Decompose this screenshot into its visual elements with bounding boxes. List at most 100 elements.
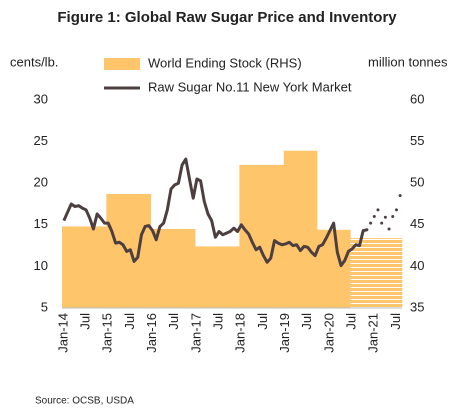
x-tick-label: Jul (255, 313, 270, 330)
stock-bar (387, 238, 392, 308)
stock-bar (80, 226, 85, 308)
stock-bar (261, 164, 266, 308)
bars (62, 150, 403, 308)
x-tick-label: Jul (211, 313, 226, 330)
stock-bar (73, 226, 78, 308)
lines (62, 157, 402, 268)
stock-bar (220, 246, 226, 308)
stock-bar (121, 194, 126, 308)
stock-bar (202, 246, 207, 308)
stock-bar (298, 150, 303, 308)
y-tick-label: 10 (34, 258, 48, 273)
y2-tick-label: 35 (410, 299, 424, 314)
stock-bar (228, 246, 233, 308)
stock-bar (398, 238, 403, 308)
y-tick-label: 25 (34, 133, 48, 148)
stock-bar (379, 238, 384, 308)
stock-bar (309, 150, 314, 308)
stock-bar (143, 194, 148, 308)
x-tick-label: Jan-21 (366, 313, 381, 353)
legend-swatch (104, 58, 140, 70)
stock-bar (283, 150, 288, 308)
stock-bar (361, 238, 366, 308)
legend-label: Raw Sugar No.11 New York Market (148, 79, 352, 94)
stock-bar (394, 238, 399, 308)
stock-bar (317, 229, 322, 308)
stock-bar (183, 228, 189, 308)
y2-tick-label: 55 (410, 133, 424, 148)
stock-bar (117, 194, 122, 308)
stock-bar (232, 246, 237, 308)
stock-bar (294, 150, 299, 308)
stock-bar (239, 164, 244, 308)
x-tick-label: Jan-16 (144, 313, 159, 353)
stock-bar (383, 238, 388, 308)
stock-bar (161, 228, 166, 308)
source: Source: OCSB, USDA (35, 396, 134, 407)
stock-bar (331, 229, 336, 308)
forecast-dot (387, 227, 391, 231)
stock-bar (287, 150, 292, 308)
stock-bar (280, 164, 285, 308)
x-tick-label: Jul (166, 313, 181, 330)
stock-bar (110, 194, 115, 308)
forecast-dot (398, 194, 402, 198)
y-tick-label: 30 (34, 91, 48, 106)
forecast-dot (380, 221, 384, 225)
stock-bar (346, 229, 351, 308)
stock-bar (84, 226, 89, 308)
stock-bar (206, 246, 211, 308)
forecast-dot (394, 208, 398, 212)
stock-bar (357, 238, 362, 308)
x-tick-label: Jan-19 (277, 313, 292, 353)
stock-bar (87, 226, 92, 308)
x-tick-label: Jul (122, 313, 137, 330)
forecast-dot (383, 215, 387, 219)
price-line (62, 157, 368, 268)
stock-bar (302, 150, 307, 308)
stock-bar (305, 150, 311, 308)
stock-bar (328, 229, 333, 308)
stock-bar (95, 226, 100, 308)
stock-bar (243, 164, 248, 308)
stock-bar (342, 229, 347, 308)
stock-bar (198, 246, 203, 308)
stock-bar (150, 228, 155, 308)
stock-bar (180, 228, 185, 308)
forecast-dot (369, 221, 373, 225)
y-tick-label: 5 (41, 299, 48, 314)
y2-tick-label: 60 (410, 91, 424, 106)
stock-bar (91, 226, 96, 308)
x-tick-label: Jan-18 (233, 313, 248, 353)
stock-bar (195, 246, 200, 308)
stock-bar (102, 226, 107, 308)
stock-bar (132, 194, 137, 308)
stock-bar (65, 226, 70, 308)
chart-title: Figure 1: Global Raw Sugar Price and Inv… (57, 9, 397, 26)
stock-bar (350, 238, 355, 308)
stock-bar (217, 246, 222, 308)
stock-bar (169, 228, 174, 308)
stock-bar (154, 228, 159, 308)
stock-bar (368, 238, 373, 308)
stock-bar (268, 164, 274, 308)
stock-bar (372, 238, 377, 308)
x-tick-label: Jan-14 (55, 313, 70, 353)
y-axis-label: cents/lb. (10, 54, 58, 69)
forecast-dot (372, 214, 376, 218)
y2-tick-label: 45 (410, 216, 424, 231)
stock-bar (276, 164, 281, 308)
y-tick-label: 20 (34, 175, 48, 190)
stock-bar (291, 150, 296, 308)
stock-bar (158, 228, 163, 308)
x-tick-label: Jul (344, 313, 359, 330)
stock-bar (209, 246, 214, 308)
stock-bar (213, 246, 218, 308)
stock-bar (250, 164, 255, 308)
y-tick-label: 15 (34, 216, 48, 231)
x-tick-label: Jul (299, 313, 314, 330)
stock-bar (139, 194, 144, 308)
forecast-dot (365, 228, 369, 232)
legend-label: World Ending Stock (RHS) (148, 55, 302, 70)
stock-bar (69, 226, 74, 308)
